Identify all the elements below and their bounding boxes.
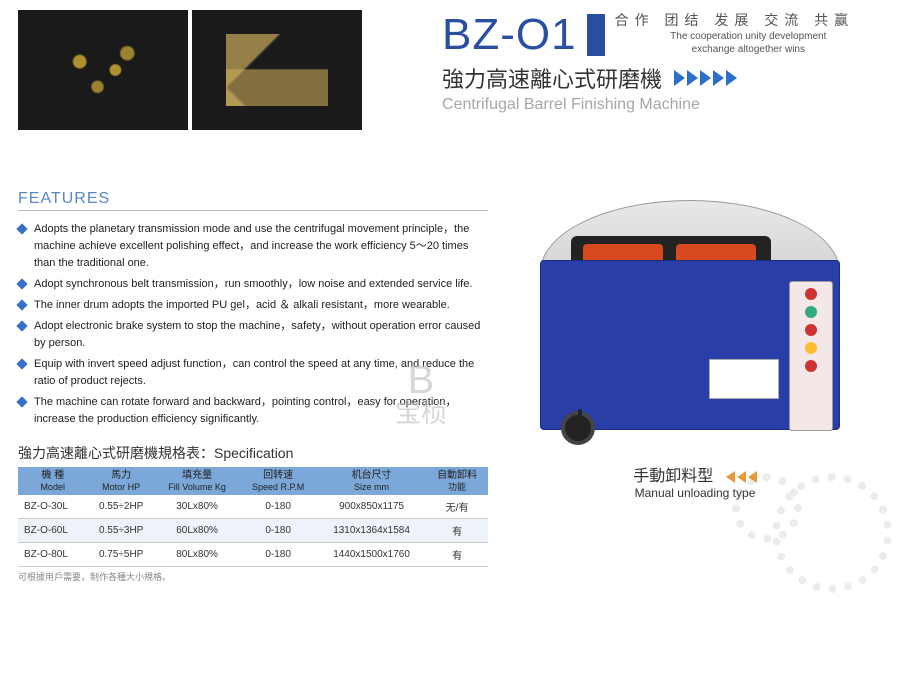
spec-col-header: 填充量Fill Volume Kg [155,467,239,496]
spec-body: BZ-O-30L0.55÷2HP30Lx80%0-180900x850x1175… [18,495,488,567]
spec-header-row: 機 種Model馬力Motor HP填充量Fill Volume Kg回转速Sp… [18,467,488,496]
spec-cell: 60Lx80% [155,519,239,543]
feature-item: The inner drum adopts the imported PU ge… [18,297,488,314]
spec-cell: 有 [426,519,488,543]
spec-title: 強力高速離心式研磨機規格表：Specification [18,443,488,463]
spec-footnote: 可根據用戶需要，制作各種大小規格。 [18,570,488,583]
product-name-cn: 強力高速離心式研磨機 [442,62,662,94]
spec-cell: 0.75÷5HP [87,543,154,567]
spec-cell: 1310x1364x1584 [317,519,426,543]
spec-col-header: 馬力Motor HP [87,467,154,496]
features-heading: FEATURES [18,190,488,211]
spec-col-header: 回转速Speed R.P.M [239,467,317,496]
diamond-bullet-icon [16,223,27,234]
spec-cell: BZ-O-30L [18,495,87,519]
feature-text: Adopt synchronous belt transmission，run … [34,276,472,293]
spec-col-header: 自動卸料功能 [426,467,488,496]
spec-cell: 30Lx80% [155,495,239,519]
feature-item: Adopt synchronous belt transmission，run … [18,276,488,293]
diamond-bullet-icon [16,397,27,408]
feature-text: The machine can rotate forward and backw… [34,394,488,428]
spec-col-header: 机台尺寸Size mm [317,467,426,496]
slogan-en-2: exchange altogether wins [615,43,882,56]
feature-text: Adopt electronic brake system to stop th… [34,318,488,352]
sample-photo-2 [192,10,362,130]
left-column: FEATURES Adopts the planetary transmissi… [18,190,488,583]
spec-cell: 0-180 [239,543,317,567]
main-content: FEATURES Adopts the planetary transmissi… [0,190,900,583]
diamond-bullet-icon [16,359,27,370]
feature-item: The machine can rotate forward and backw… [18,394,488,428]
spec-cell: 1440x1500x1760 [317,543,426,567]
spec-col-header: 機 種Model [18,467,87,496]
spec-cell: 0-180 [239,495,317,519]
gears-decoration-icon [732,433,892,593]
control-panel-icon [789,281,833,431]
spec-cell: 有 [426,543,488,567]
spec-row: BZ-O-30L0.55÷2HP30Lx80%0-180900x850x1175… [18,495,488,519]
title-block: BZ-O1 合作 团结 发展 交流 共赢 The cooperation uni… [382,10,882,130]
spec-cell: 无/有 [426,495,488,519]
spec-cell: 0.55÷3HP [87,519,154,543]
diamond-bullet-icon [16,278,27,289]
handwheel-icon [561,411,595,445]
spec-row: BZ-O-80L0.75÷5HP80Lx80%0-1801440x1500x17… [18,543,488,567]
spec-cell: 80Lx80% [155,543,239,567]
spec-cell: 900x850x1175 [317,495,426,519]
diamond-bullet-icon [16,321,27,332]
feature-text: The inner drum adopts the imported PU ge… [34,297,450,314]
product-name-en: Centrifugal Barrel Finishing Machine [442,96,882,114]
spec-cell: 0.55÷2HP [87,495,154,519]
right-column: 手動卸料型 Manual unloading type [508,190,882,583]
diamond-bullet-icon [16,300,27,311]
feature-text: Adopts the planetary transmission mode a… [34,221,488,272]
machine-illustration [530,190,860,450]
model-code: BZ-O1 [442,10,577,60]
feature-item: Adopt electronic brake system to stop th… [18,318,488,352]
sample-photo-1 [18,10,188,130]
slogan-cn: 合作 团结 发展 交流 共赢 [615,10,882,30]
spec-cell: BZ-O-80L [18,543,87,567]
spec-cell: 0-180 [239,519,317,543]
arrow-chevrons-icon [674,70,737,86]
variant-cn: 手動卸料型 [633,468,713,485]
sample-photos [18,10,362,130]
model-accent-bar [587,14,605,56]
slogan-en-1: The cooperation unity development [615,30,882,43]
feature-item: Adopts the planetary transmission mode a… [18,221,488,272]
feature-item: Equip with invert speed adjust function，… [18,356,488,390]
feature-text: Equip with invert speed adjust function，… [34,356,488,390]
spec-table: 機 種Model馬力Motor HP填充量Fill Volume Kg回转速Sp… [18,467,488,568]
top-row: BZ-O1 合作 团结 发展 交流 共赢 The cooperation uni… [0,0,900,130]
spec-cell: BZ-O-60L [18,519,87,543]
features-list: Adopts the planetary transmission mode a… [18,221,488,429]
spec-row: BZ-O-60L0.55÷3HP60Lx80%0-1801310x1364x15… [18,519,488,543]
